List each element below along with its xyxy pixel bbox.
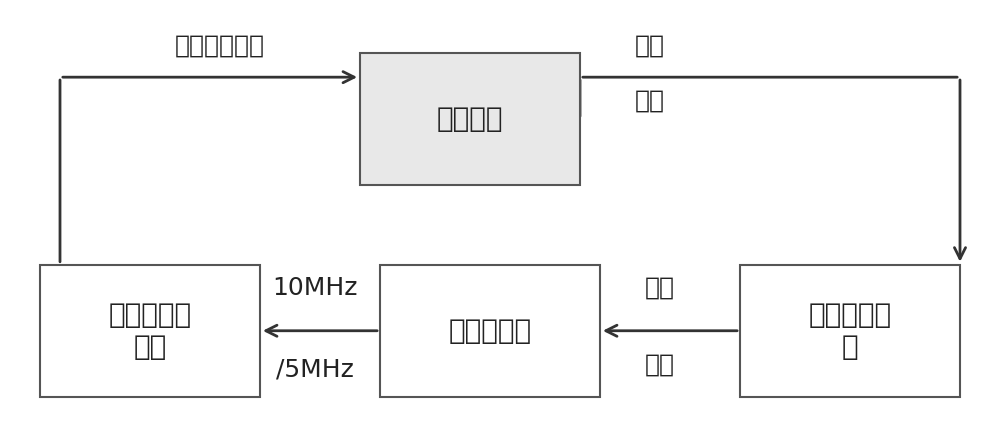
Text: 信号: 信号	[645, 353, 675, 377]
Text: /5MHz: /5MHz	[276, 357, 354, 381]
Text: 倍频、综合
模块: 倍频、综合 模块	[108, 301, 192, 361]
Text: 10MHz: 10MHz	[272, 276, 358, 300]
Text: 压控振荡器: 压控振荡器	[448, 317, 532, 345]
FancyBboxPatch shape	[360, 53, 580, 185]
Text: 压控: 压控	[645, 276, 675, 300]
FancyBboxPatch shape	[380, 265, 600, 397]
Text: 微波探询信号: 微波探询信号	[175, 34, 265, 57]
Text: 鉴频: 鉴频	[635, 34, 665, 57]
FancyBboxPatch shape	[740, 265, 960, 397]
Text: 物理部分: 物理部分	[437, 105, 503, 133]
FancyBboxPatch shape	[40, 265, 260, 397]
Text: 信号: 信号	[635, 88, 665, 112]
Text: 信号处理模
块: 信号处理模 块	[808, 301, 892, 361]
